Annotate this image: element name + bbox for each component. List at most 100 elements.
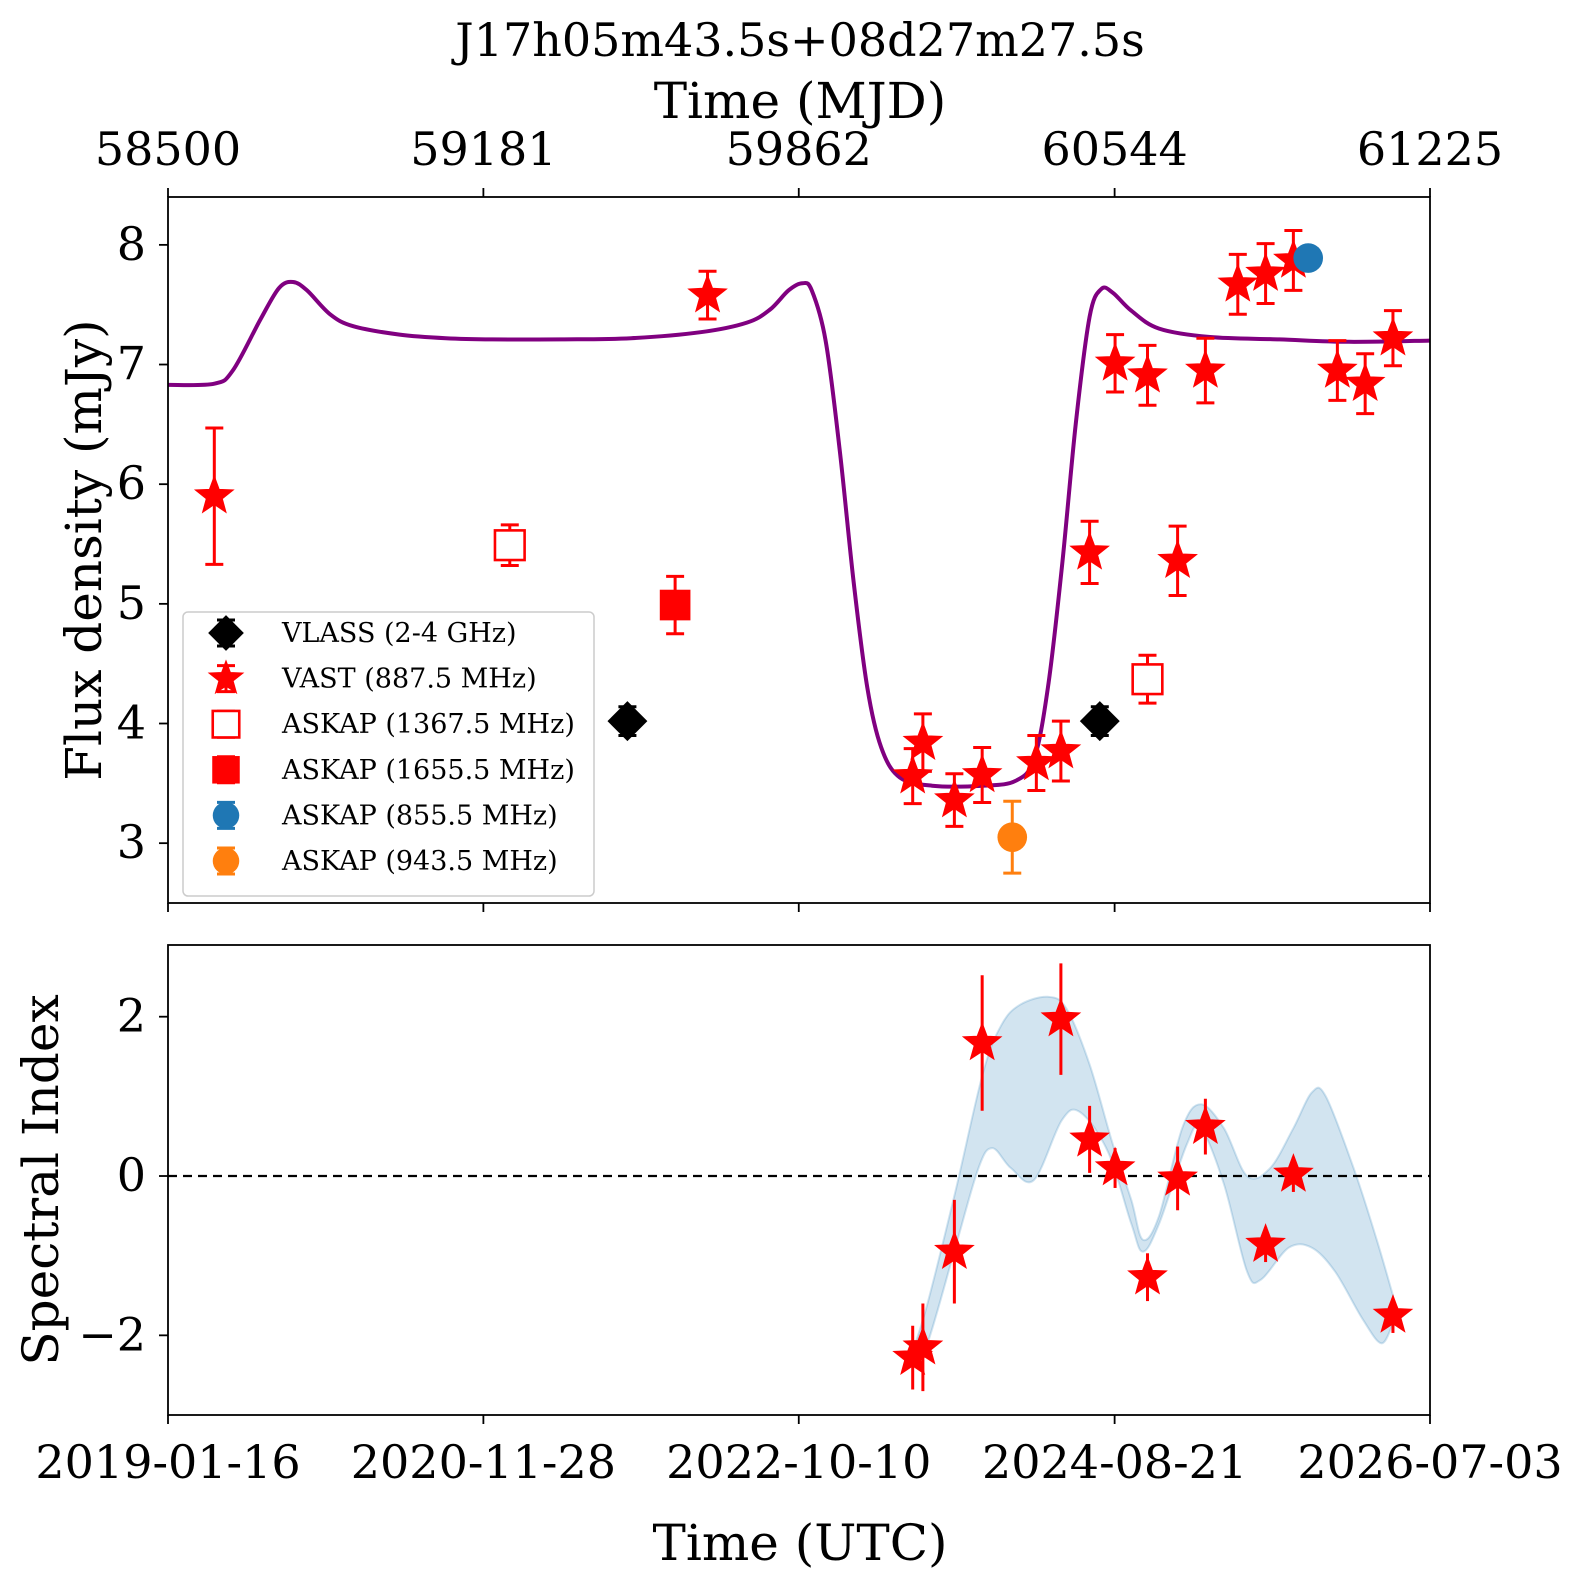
legend-marker (212, 847, 240, 875)
spectral-point (1372, 1294, 1414, 1333)
flux-point (607, 701, 648, 742)
spectral-y-axis-label: Spectral Index (12, 994, 70, 1365)
flux-marker (892, 754, 934, 794)
flux-point (961, 745, 1003, 804)
flux-point (1069, 519, 1110, 586)
flux-marker (607, 701, 648, 742)
legend-marker (211, 709, 241, 739)
flux-marker (1131, 663, 1164, 696)
spectral-marker (1157, 1157, 1198, 1196)
flux-y-tick-label: 6 (117, 456, 146, 510)
flux-marker (1317, 349, 1358, 388)
spectral-marker (1273, 1153, 1314, 1192)
spectral-point (1040, 963, 1082, 1075)
legend-item: VLASS (2-4 GHz) (208, 615, 517, 651)
flux-marker (1372, 316, 1414, 356)
spectral-point (1069, 1105, 1110, 1173)
flux-point (1131, 653, 1164, 705)
flux-point (659, 574, 691, 636)
spectral-marker (1185, 1105, 1226, 1144)
flux-point (1293, 243, 1324, 273)
legend-items: VLASS (2-4 GHz) VAST (887.5 MHz) ASKAP (13… (207, 615, 575, 877)
spectral-data-points (892, 963, 1414, 1392)
flux-plot-frame (167, 196, 1431, 904)
spectral-point (934, 1199, 975, 1304)
flux-marker (1040, 729, 1082, 769)
flux-marker (1185, 349, 1226, 388)
flux-marker (1245, 252, 1286, 291)
flux-marker (961, 753, 1003, 793)
flux-marker (493, 529, 526, 562)
flux-y-tick-label: 8 (117, 217, 146, 271)
flux-point (1040, 719, 1082, 783)
flux-marker (1069, 530, 1110, 570)
utc-tick-label: 2022-10-10 (666, 1435, 931, 1489)
flux-point (1185, 336, 1226, 405)
legend-marker (212, 756, 240, 784)
top-axis-ticks: 58500 59181 59862 60544 61225 (95, 122, 1503, 912)
flux-marker (997, 822, 1028, 853)
spectral-point (1273, 1153, 1314, 1192)
spectral-marker (1127, 1255, 1168, 1295)
flux-point (193, 426, 235, 566)
legend-marker (207, 659, 245, 695)
flux-marker (687, 273, 728, 313)
spectral-marker (1245, 1223, 1286, 1262)
flux-marker (934, 778, 975, 818)
flux-point (1372, 309, 1414, 368)
flux-point (1344, 352, 1386, 416)
flux-point (493, 523, 526, 568)
flux-point (1079, 701, 1120, 742)
flux-point (1127, 343, 1168, 407)
spectral-y-axis-ticks: −2 0 2 (78, 989, 168, 1361)
mjd-tick-label: 59862 (726, 122, 872, 176)
flux-y-tick-label: 4 (117, 696, 146, 750)
spectral-point (902, 1303, 944, 1392)
mjd-tick-label: 58500 (95, 122, 241, 176)
legend-label: VAST (887.5 MHz) (281, 664, 537, 695)
flux-point (934, 772, 975, 828)
flux-marker (1094, 341, 1136, 381)
flux-marker (1127, 353, 1168, 393)
flux-point (1094, 333, 1136, 394)
flux-marker (1157, 539, 1198, 579)
flux-point (1217, 252, 1259, 316)
legend-label: VLASS (2-4 GHz) (281, 618, 517, 649)
mjd-tick-label: 60544 (1041, 122, 1187, 176)
spectral-marker (934, 1230, 975, 1269)
spectral-y-tick-label: 0 (117, 1148, 146, 1202)
utc-tick-label: 2020-11-28 (351, 1435, 616, 1489)
chart-title: J17h05m43.5s+08d27m27.5s (451, 13, 1144, 67)
flux-marker (1293, 243, 1324, 273)
legend-box (182, 611, 595, 897)
flux-data-points (193, 229, 1414, 875)
legend-item: ASKAP (855.5 MHz) (212, 800, 558, 831)
legend-item: VAST (887.5 MHz) (207, 659, 537, 695)
spectral-point (1127, 1253, 1168, 1302)
spectral-marker (1372, 1294, 1414, 1333)
mjd-tick-label: 59181 (410, 122, 556, 176)
spectral-point (1157, 1146, 1198, 1211)
flux-point (687, 269, 728, 321)
flux-marker (1016, 741, 1057, 781)
utc-tick-label: 2026-07-03 (1297, 1435, 1562, 1489)
legend-label: ASKAP (1367.5 MHz) (281, 709, 575, 740)
spectral-point (1185, 1098, 1226, 1155)
flux-density-panel: J17h05m43.5s+08d27m27.5s Time (MJD) 5850… (55, 13, 1503, 912)
flux-point (997, 799, 1028, 875)
legend-label: ASKAP (943.5 MHz) (281, 846, 558, 877)
flux-point (1317, 339, 1358, 402)
legend-label: ASKAP (1655.5 MHz) (281, 755, 575, 786)
flux-y-tick-label: 5 (117, 576, 146, 630)
flux-marker (659, 589, 691, 621)
flux-y-axis-ticks: 3 4 5 6 7 8 (117, 217, 168, 869)
legend: VLASS (2-4 GHz) VAST (887.5 MHz) ASKAP (13… (182, 611, 595, 897)
utc-tick-label: 2024-08-21 (982, 1435, 1247, 1489)
spectral-point (1094, 1146, 1136, 1188)
flux-marker (902, 721, 944, 760)
spectral-index-panel: −2 0 2 Spectral Index 2019-01-16 2020-11-28… (12, 944, 1563, 1572)
utc-tick-label: 2019-01-16 (35, 1435, 300, 1489)
flux-point (1157, 524, 1198, 597)
utc-x-axis-label: Time (UTC) (653, 1514, 948, 1572)
